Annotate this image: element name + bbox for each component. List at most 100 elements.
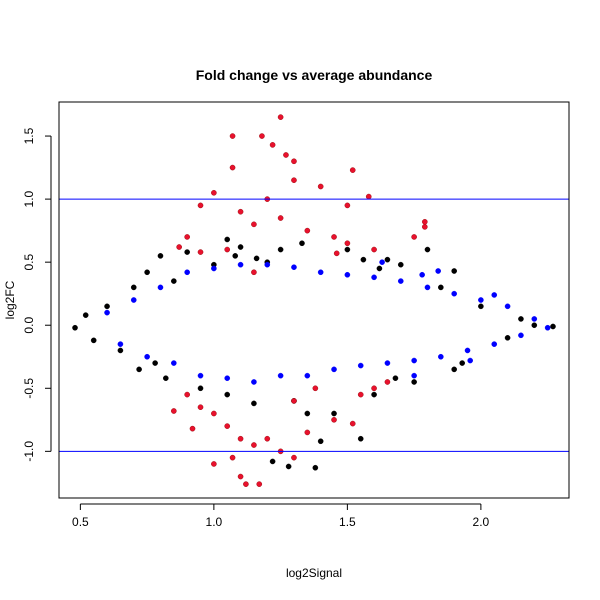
point-black xyxy=(392,375,399,381)
point-blue xyxy=(117,341,124,347)
point-black xyxy=(152,360,158,366)
point-red xyxy=(422,224,428,230)
point-blue xyxy=(317,269,324,276)
point-blue xyxy=(451,290,457,297)
point-blue xyxy=(478,297,484,303)
point-blue xyxy=(518,332,524,339)
point-red xyxy=(422,219,428,225)
point-red xyxy=(251,269,257,276)
point-black xyxy=(224,391,231,398)
point-blue xyxy=(491,292,498,298)
point-black xyxy=(232,253,239,259)
point-black xyxy=(344,246,351,253)
point-black xyxy=(424,246,431,253)
x-tick-label: 2.0 xyxy=(473,515,490,529)
point-blue xyxy=(411,357,417,364)
point-blue xyxy=(438,353,444,360)
point-black xyxy=(82,312,89,318)
point-black xyxy=(550,323,556,330)
point-black xyxy=(331,410,337,417)
point-black xyxy=(104,303,110,310)
point-blue xyxy=(304,372,311,379)
point-red xyxy=(224,246,231,253)
point-blue xyxy=(357,362,364,369)
point-red xyxy=(291,454,297,461)
point-red xyxy=(211,189,217,196)
point-black xyxy=(397,261,404,268)
point-black xyxy=(438,284,444,291)
chart-title: Fold change vs average abundance xyxy=(196,67,433,83)
point-black xyxy=(317,438,324,445)
point-blue xyxy=(211,265,217,272)
point-red xyxy=(211,461,217,467)
y-tick-label: 1.5 xyxy=(22,127,36,144)
point-black xyxy=(451,366,457,373)
point-black xyxy=(285,463,292,470)
point-black xyxy=(157,253,164,259)
point-red xyxy=(317,183,324,190)
x-tick-label: 0.5 xyxy=(72,515,89,529)
x-axis: 0.5 1.0 1.5 2.0 xyxy=(72,503,490,529)
point-black xyxy=(237,244,244,250)
point-black xyxy=(504,335,511,341)
point-red xyxy=(371,385,377,392)
point-red xyxy=(251,221,257,228)
point-blue xyxy=(379,259,385,265)
point-red xyxy=(312,385,319,392)
point-blue xyxy=(344,271,351,278)
plot-frame xyxy=(58,101,570,499)
point-black xyxy=(299,240,305,247)
point-black xyxy=(478,303,484,310)
y-tick-label: 0.5 xyxy=(22,254,36,271)
point-red xyxy=(331,417,337,423)
point-black xyxy=(251,400,257,407)
point-red xyxy=(259,133,265,139)
point-black xyxy=(130,284,137,291)
point-red xyxy=(189,425,196,432)
point-red xyxy=(211,410,217,417)
y-tick-label: 0.0 xyxy=(22,317,36,334)
point-blue xyxy=(264,261,271,268)
point-red xyxy=(357,391,364,398)
point-red xyxy=(237,473,244,480)
point-red xyxy=(197,404,204,411)
point-red xyxy=(277,215,284,221)
point-red xyxy=(333,250,340,257)
point-red xyxy=(291,177,297,183)
point-black xyxy=(360,256,367,263)
point-red xyxy=(229,133,236,139)
point-red xyxy=(197,202,204,209)
point-black xyxy=(253,255,260,262)
point-blue xyxy=(331,366,337,373)
point-red xyxy=(237,435,244,442)
point-red xyxy=(331,234,337,240)
point-blue xyxy=(157,284,164,291)
point-black xyxy=(144,269,150,276)
point-black xyxy=(531,322,538,329)
point-red xyxy=(237,208,244,215)
point-blue xyxy=(424,284,431,291)
point-red xyxy=(224,423,231,429)
point-red xyxy=(184,391,190,398)
point-red xyxy=(229,454,236,461)
point-red xyxy=(291,398,297,404)
point-black xyxy=(163,375,169,381)
point-red xyxy=(291,158,297,165)
point-blue xyxy=(491,341,498,347)
point-blue xyxy=(291,264,297,271)
point-red xyxy=(371,246,377,253)
point-blue xyxy=(277,372,284,379)
x-tick-label: 1.0 xyxy=(206,515,223,529)
point-red xyxy=(283,152,289,158)
point-blue xyxy=(464,347,471,354)
point-black xyxy=(357,435,364,442)
x-axis-label: log2Signal xyxy=(286,566,342,580)
point-black xyxy=(518,316,524,322)
reference-lines xyxy=(59,198,569,452)
point-black xyxy=(269,458,276,465)
point-red xyxy=(197,249,204,255)
point-blue xyxy=(144,353,150,360)
point-blue xyxy=(384,360,391,366)
points-layer xyxy=(72,114,556,487)
